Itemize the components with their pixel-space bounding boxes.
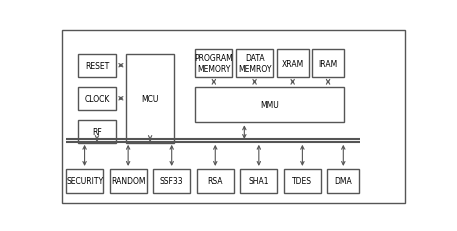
- Text: SSF33: SSF33: [160, 177, 184, 186]
- Bar: [197, 169, 234, 193]
- Bar: [79, 120, 116, 143]
- Text: TDES: TDES: [292, 177, 313, 186]
- Bar: [153, 169, 190, 193]
- Bar: [236, 50, 273, 78]
- Text: RF: RF: [92, 127, 102, 136]
- Bar: [195, 50, 233, 78]
- Bar: [284, 169, 321, 193]
- Text: IRAM: IRAM: [319, 59, 338, 68]
- Bar: [195, 87, 344, 123]
- Text: RESET: RESET: [85, 61, 109, 70]
- Bar: [79, 55, 116, 78]
- Bar: [277, 50, 308, 78]
- Text: RANDOM: RANDOM: [111, 177, 145, 186]
- Bar: [110, 169, 147, 193]
- Text: DMA: DMA: [335, 177, 352, 186]
- Bar: [79, 87, 116, 110]
- Text: SECURITY: SECURITY: [66, 177, 103, 186]
- Bar: [240, 169, 277, 193]
- Bar: [312, 50, 344, 78]
- Text: MCU: MCU: [141, 94, 159, 103]
- Text: DATA
MEMROY: DATA MEMROY: [238, 54, 271, 73]
- Text: XRAM: XRAM: [282, 59, 304, 68]
- Bar: [126, 54, 174, 143]
- Bar: [66, 169, 103, 193]
- Text: PROGRAM
MEMORY: PROGRAM MEMORY: [195, 54, 233, 73]
- Bar: [327, 169, 359, 193]
- Text: SHA1: SHA1: [249, 177, 269, 186]
- Text: MMU: MMU: [260, 101, 279, 109]
- Text: CLOCK: CLOCK: [84, 94, 110, 103]
- Text: RSA: RSA: [207, 177, 223, 186]
